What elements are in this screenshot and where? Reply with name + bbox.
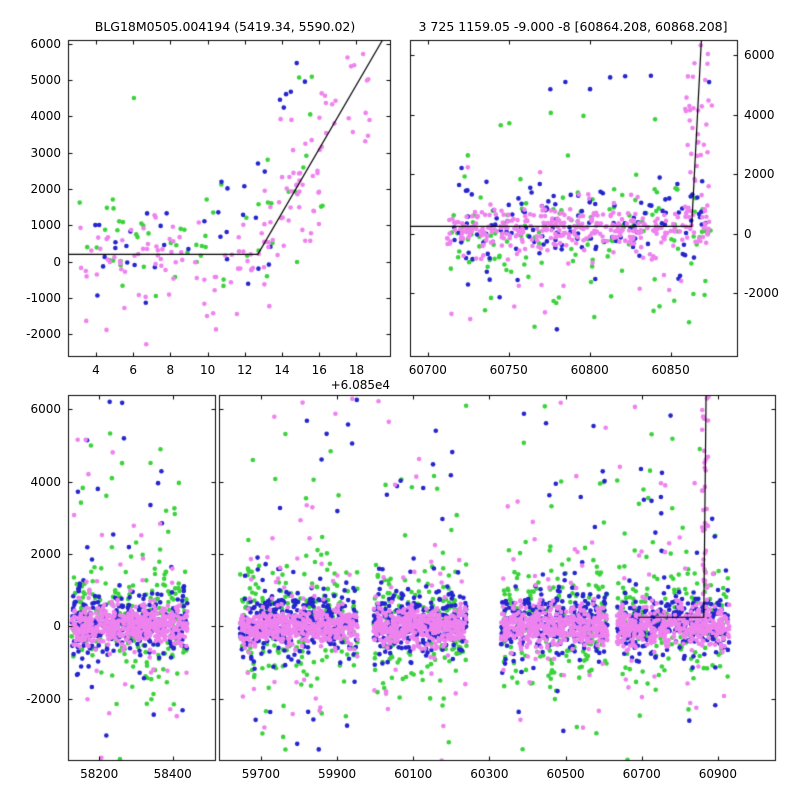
panel-title-left: BLG18M0505.004194 (5419.34, 5590.02) <box>94 19 356 34</box>
panel-title-right: 3 725 1159.05 -9.000 -8 [60864.208, 6086… <box>418 19 728 34</box>
